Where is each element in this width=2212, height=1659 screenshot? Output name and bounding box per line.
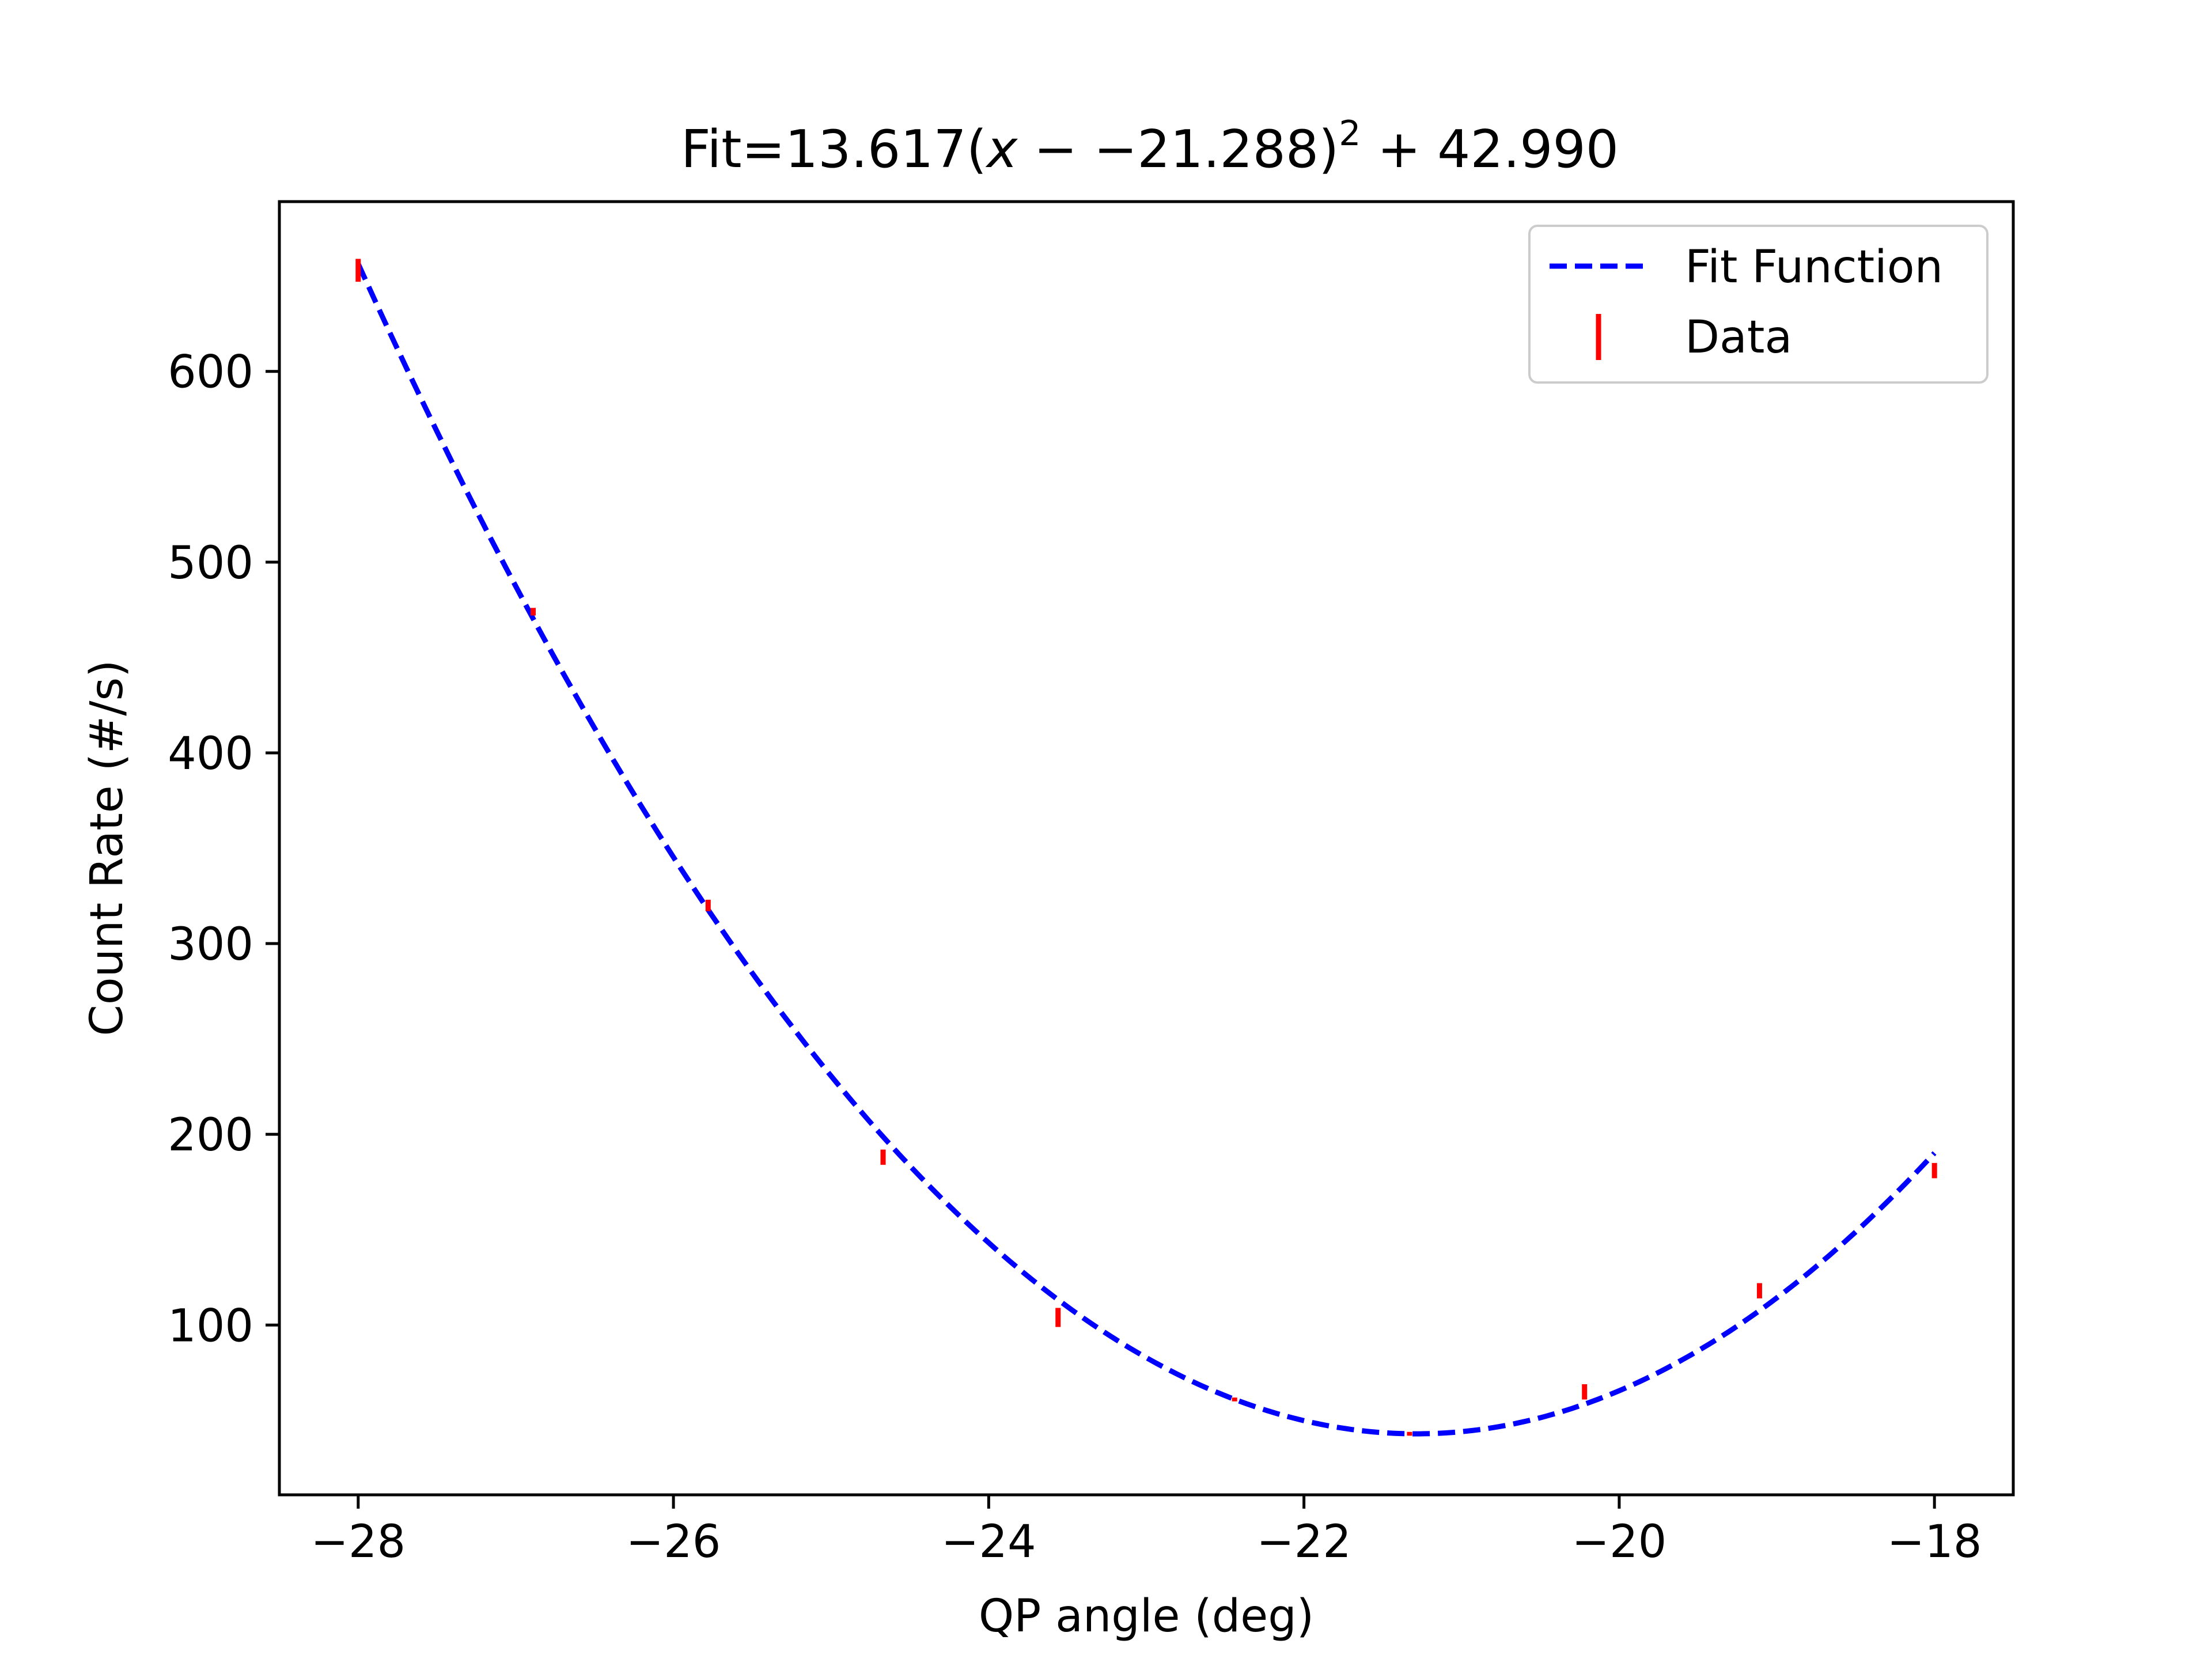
x-tick-label: −28 (311, 1516, 406, 1568)
legend-box (1528, 225, 1988, 384)
y-axis-ticks: 100 200 300 400 500 600 (168, 347, 279, 1352)
x-tick-label: −22 (1256, 1516, 1351, 1568)
title-tail: + 42.990 (1361, 119, 1619, 180)
legend-fit-label: Fit Function (1685, 241, 1943, 293)
y-tick-label: 300 (168, 919, 253, 971)
chart-title: Fit=13.617(x − −21.288)2 + 42.990 (681, 113, 1619, 180)
fit-function-line (355, 262, 1937, 1437)
title-lead: Fit=13.617( (681, 119, 987, 180)
y-tick-label: 600 (168, 347, 253, 399)
x-tick-label: −26 (626, 1516, 721, 1568)
x-axis-ticks: −28 −26 −24 −22 −20 −18 (311, 1495, 1982, 1568)
title-middle: − −21.288) (1017, 119, 1339, 180)
y-tick-label: 100 (168, 1300, 253, 1352)
plot-area (355, 259, 1937, 1437)
y-tick-label: 200 (168, 1109, 253, 1161)
axes-frame (278, 200, 2015, 1497)
legend: Fit Function Data (1528, 225, 1988, 384)
x-tick-label: −18 (1887, 1516, 1982, 1568)
title-variable: x (985, 119, 1018, 180)
y-tick-label: 500 (168, 537, 253, 589)
legend-data-label: Data (1685, 312, 1792, 363)
x-tick-label: −24 (941, 1516, 1036, 1568)
y-axis-label: Count Rate (#/s) (81, 660, 133, 1036)
y-tick-label: 400 (168, 728, 253, 780)
title-exponent: 2 (1339, 113, 1361, 154)
x-axis-label: QP angle (deg) (979, 1590, 1314, 1642)
x-tick-label: −20 (1572, 1516, 1667, 1568)
